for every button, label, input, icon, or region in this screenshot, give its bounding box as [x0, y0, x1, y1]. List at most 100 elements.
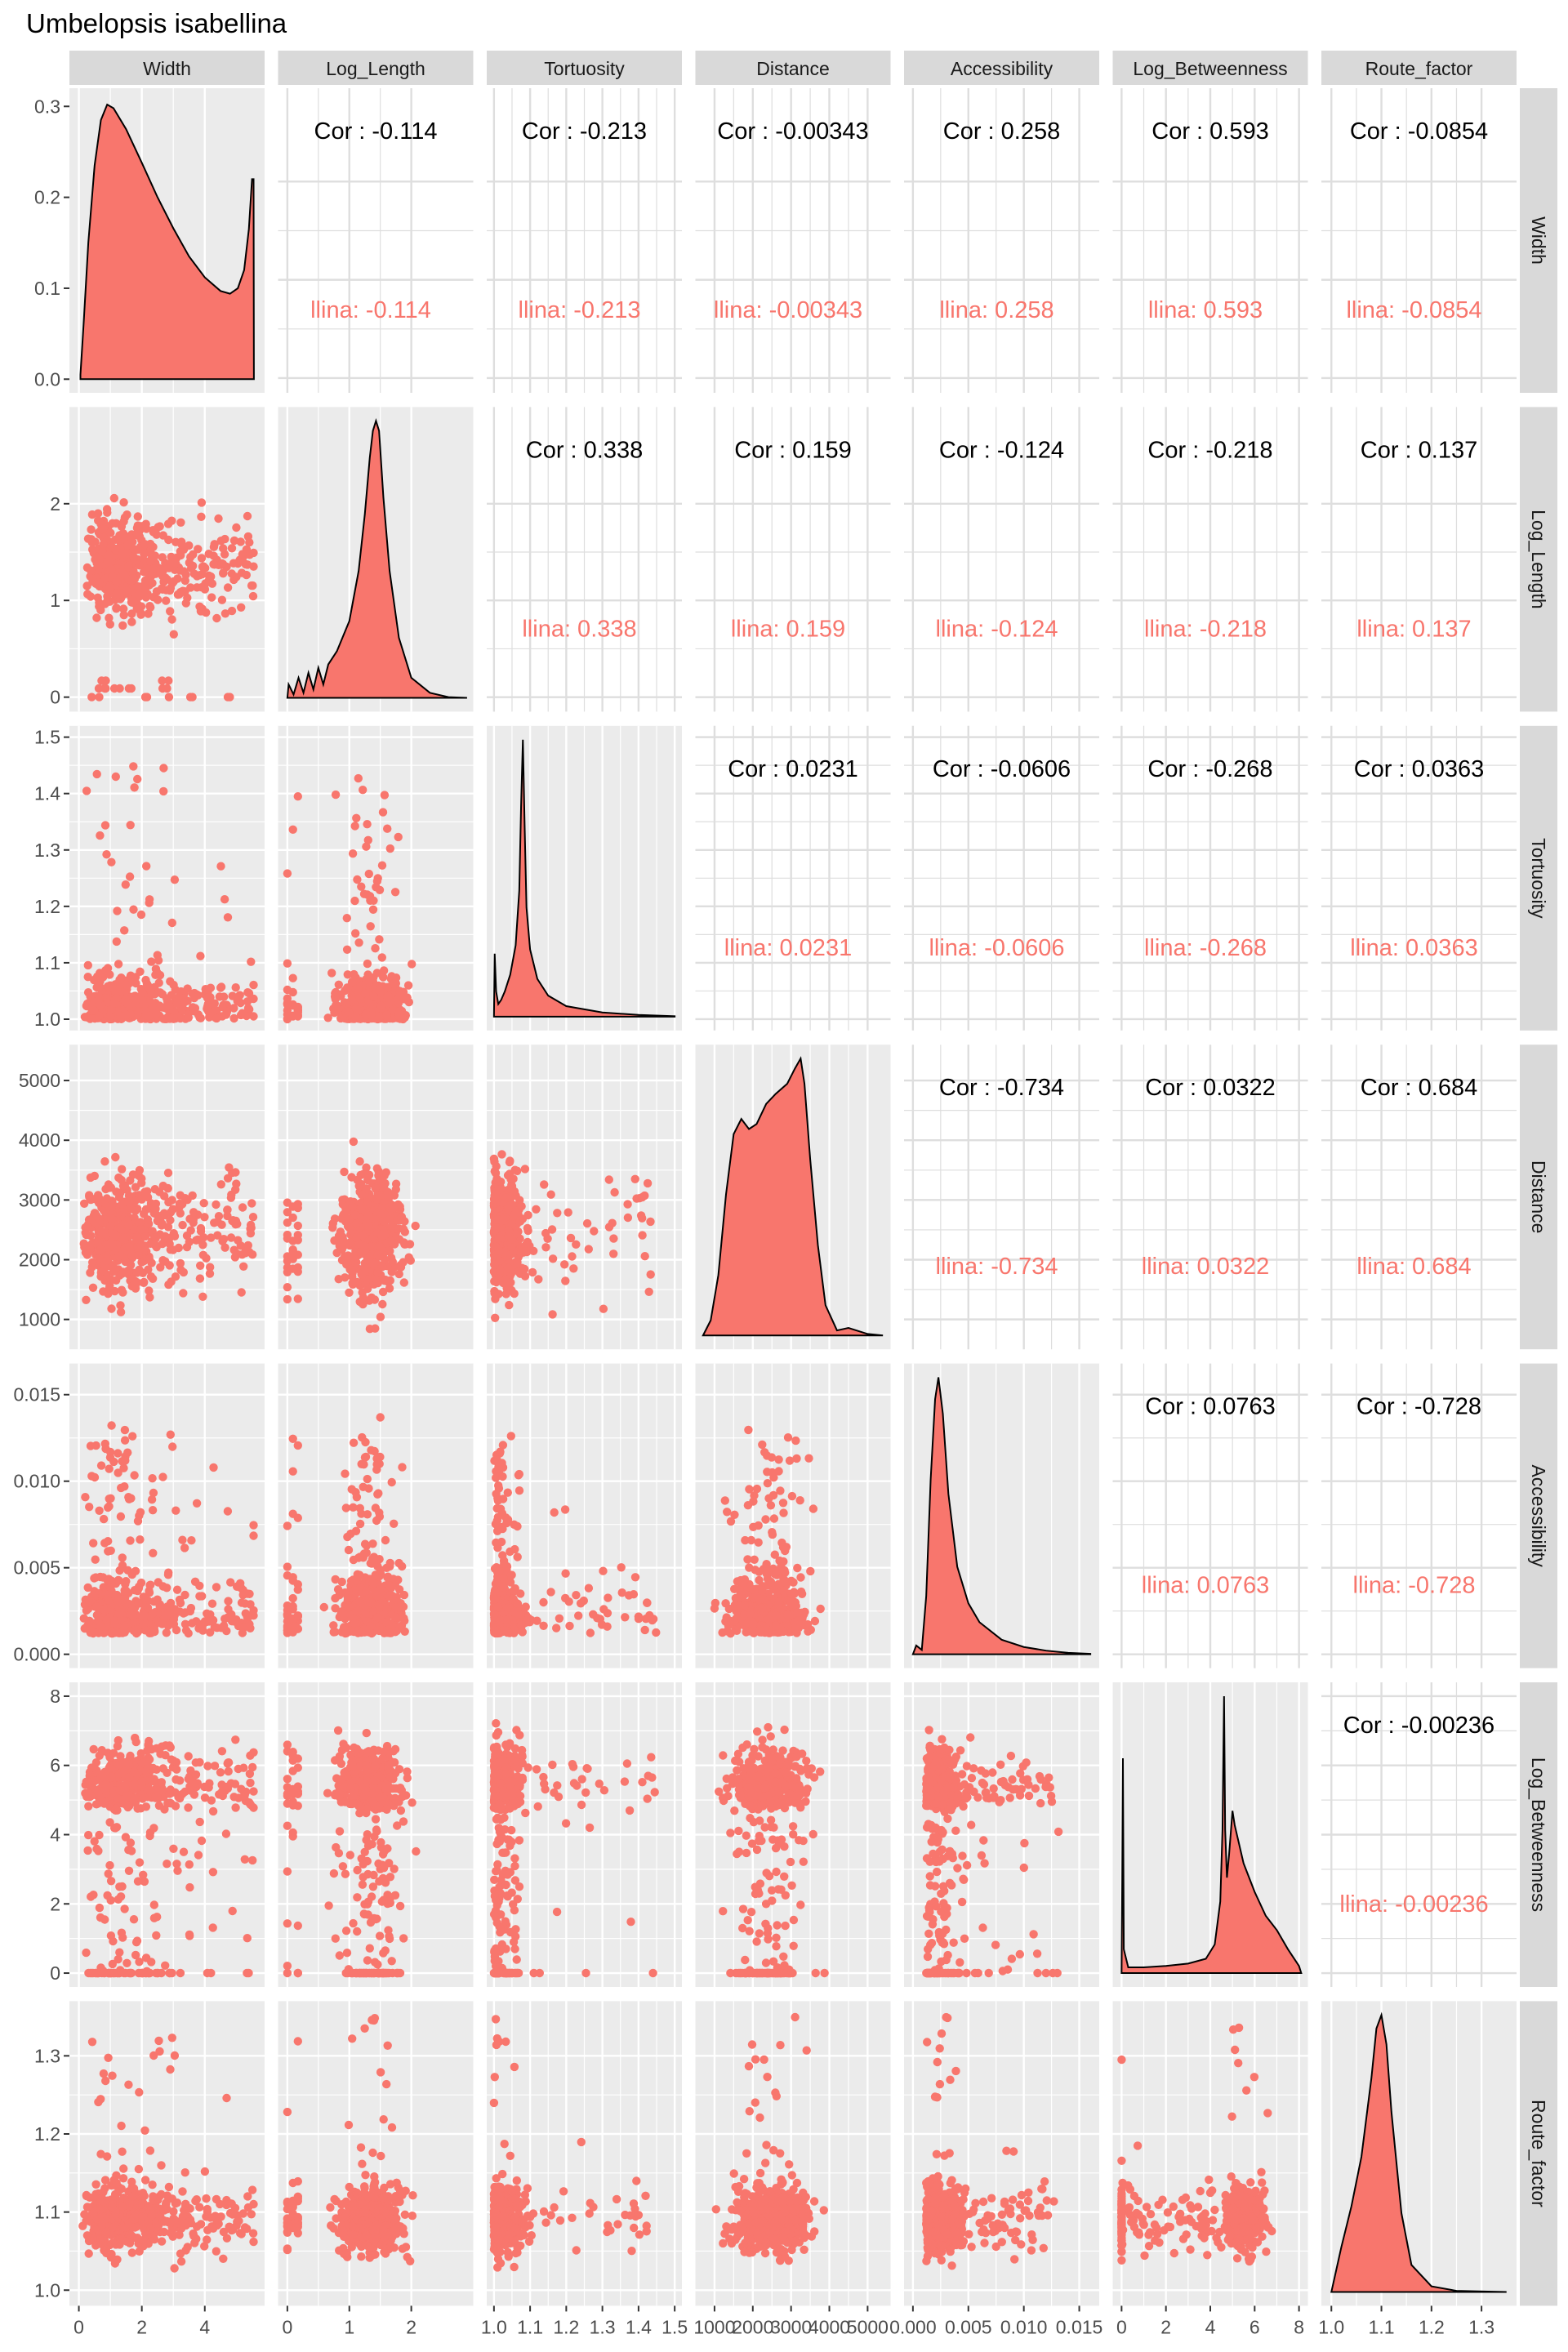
- scatter-point: [385, 1246, 394, 1256]
- scatter-point: [359, 889, 369, 898]
- scatter-point: [223, 913, 233, 922]
- scatter-point: [124, 563, 133, 572]
- scatter-point: [122, 981, 132, 990]
- scatter-point: [114, 1252, 123, 1261]
- scatter-point: [119, 611, 128, 620]
- scatter-point: [372, 883, 381, 892]
- scatter-point: [106, 564, 116, 574]
- scatter-point: [134, 1584, 143, 1593]
- scatter-point: [122, 998, 131, 1007]
- scatter-point: [376, 1413, 385, 1422]
- scatter-point: [216, 983, 225, 992]
- scatter-point: [182, 1242, 192, 1252]
- scatter-point: [96, 1245, 105, 1254]
- scatter-point: [101, 1199, 110, 1208]
- scatter-point: [136, 910, 146, 920]
- scatter-point: [385, 1215, 394, 1224]
- scatter-point: [223, 1205, 232, 1214]
- scatter-point: [184, 1013, 193, 1022]
- scatter-point: [368, 974, 376, 983]
- scatter-point: [389, 1203, 399, 1213]
- scatter-point: [376, 1584, 385, 1594]
- scatter-point: [96, 831, 105, 840]
- scatter-point: [145, 898, 154, 907]
- scatter-point: [155, 1600, 164, 1609]
- scatter-point: [376, 987, 385, 996]
- scatter-point: [231, 1185, 240, 1195]
- scatter-point: [180, 576, 189, 586]
- scatter-point: [334, 1275, 343, 1284]
- scatter-point: [129, 554, 138, 563]
- scatter-point: [176, 1258, 185, 1268]
- scatter-points-Accessibility-vs-Tortuosity: [489, 1432, 661, 1638]
- scatter-point: [247, 1199, 256, 1208]
- scatter-point: [391, 973, 401, 982]
- scatter-point: [92, 769, 101, 779]
- scatter-point: [541, 1228, 550, 1238]
- scatter-points-Accessibility-vs-Width: [79, 1421, 258, 1638]
- scatter-point: [102, 1256, 111, 1265]
- scatter-point: [125, 532, 134, 541]
- scatter-point: [399, 1014, 408, 1024]
- scatter-point: [111, 1231, 120, 1241]
- corr-panel-background: [695, 407, 891, 712]
- scatter-point: [547, 1225, 557, 1234]
- scatter-point: [145, 1012, 154, 1021]
- scatter-point: [403, 981, 413, 990]
- scatter-point: [236, 537, 245, 546]
- scatter-point: [332, 1000, 341, 1010]
- scatter-point: [206, 1263, 215, 1272]
- scatter-point: [347, 1485, 356, 1494]
- scatter-point: [351, 929, 360, 938]
- scatter-point: [371, 1183, 380, 1192]
- correlation-label: Cor : -0.268: [1147, 756, 1272, 782]
- scatter-point: [89, 1539, 98, 1548]
- scatter-point: [187, 1536, 196, 1545]
- scatter-point: [238, 1250, 247, 1259]
- scatter-point: [148, 1506, 158, 1515]
- scatter-point: [169, 1615, 179, 1624]
- scatter-point: [214, 514, 223, 523]
- scatter-point: [330, 1214, 340, 1223]
- scatter-point: [520, 1165, 530, 1174]
- group-correlation-label: llina: 0.137: [1356, 616, 1471, 642]
- scatter-point: [161, 1257, 170, 1266]
- scatter-point: [372, 1275, 381, 1285]
- scatter-point: [334, 980, 343, 990]
- scatter-point: [359, 1293, 368, 1303]
- scatter-point: [349, 1137, 359, 1147]
- scatter-point: [249, 1012, 258, 1021]
- scatter-point: [145, 1254, 154, 1263]
- scatter-point: [231, 983, 240, 992]
- correlation-label: Cor : 0.137: [1361, 437, 1477, 463]
- scatter-point: [347, 1173, 356, 1182]
- scatter-point: [373, 1267, 382, 1277]
- scatter-point: [283, 1234, 292, 1243]
- group-correlation-label: llina: 0.159: [731, 616, 845, 642]
- scatter-point: [546, 1588, 555, 1597]
- scatter-point: [350, 822, 359, 831]
- scatter-points-Log_Length-vs-Width: [82, 493, 258, 702]
- scatter-point: [343, 1592, 352, 1601]
- scatter-point: [564, 1208, 572, 1217]
- scatter-point: [87, 1263, 96, 1272]
- scatter-point: [498, 1551, 507, 1560]
- scatter-point: [92, 559, 101, 568]
- scatter-point: [188, 1619, 197, 1628]
- scatter-point: [174, 1243, 183, 1253]
- scatter-point: [103, 982, 113, 991]
- scatter-point: [504, 1226, 513, 1235]
- scatter-point: [283, 1621, 292, 1631]
- scatter-point: [630, 1174, 639, 1184]
- scatter-point: [247, 581, 256, 590]
- group-correlation-label: llina: 0.0322: [1142, 1254, 1269, 1280]
- scatter-point: [216, 1624, 226, 1633]
- scatter-point: [105, 1464, 114, 1473]
- panel-Distance-Distance: [695, 1045, 891, 1350]
- scatter-point: [151, 1233, 160, 1242]
- scatter-point: [345, 1265, 354, 1274]
- scatter-point: [568, 1252, 577, 1261]
- scatter-point: [125, 1242, 134, 1251]
- correlation-label: Cor : 0.258: [943, 118, 1060, 145]
